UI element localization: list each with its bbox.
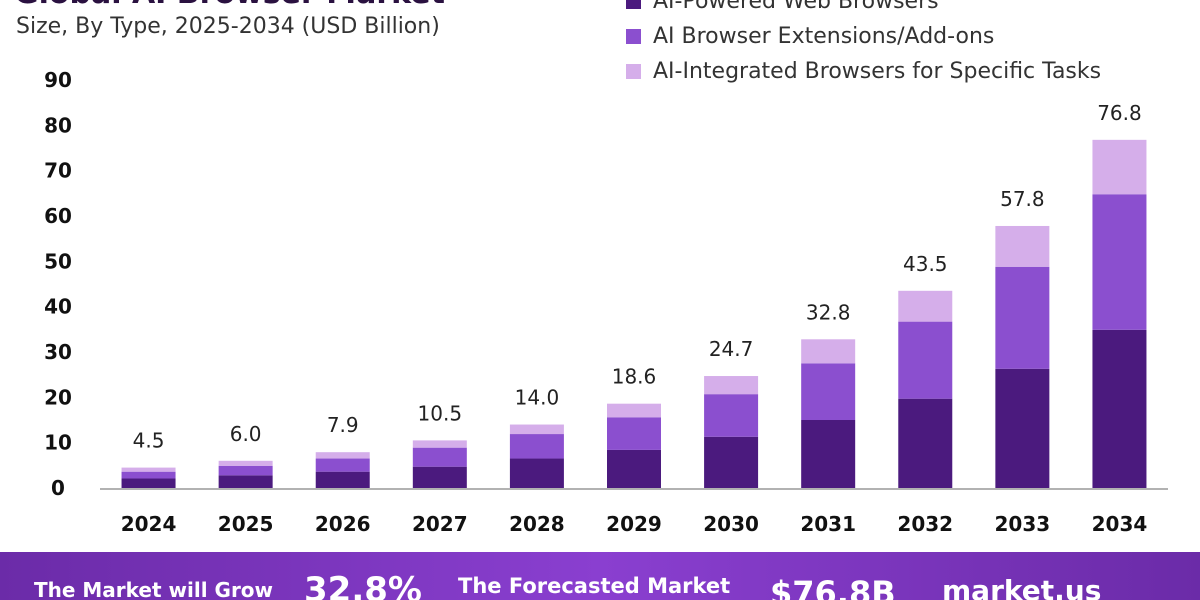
- bar-segment-2024-s2: [121, 467, 176, 472]
- bar-segment-2030-s2: [704, 376, 759, 395]
- footer-banner: The Market will Grow 32.8% The Forecaste…: [0, 552, 1200, 600]
- y-tick-label: 50: [44, 249, 72, 273]
- data-label-2032: 43.5: [903, 252, 948, 276]
- bar-segment-2032-s1: [898, 321, 953, 399]
- legend-swatch-extensions: [626, 29, 641, 44]
- y-tick-label: 60: [44, 204, 72, 228]
- bar-segment-2034-s2: [1092, 139, 1147, 195]
- data-label-2024: 4.5: [133, 429, 165, 453]
- x-tick-label-2026: 2026: [315, 512, 371, 536]
- bar-segment-2031-s1: [801, 363, 856, 420]
- x-tick-label-2027: 2027: [412, 512, 468, 536]
- bar-segment-2026-s1: [315, 458, 370, 472]
- data-label-2028: 14.0: [515, 386, 560, 410]
- bar-segment-2024-s0: [121, 478, 176, 488]
- footer-cagr-value: 32.8%: [304, 570, 422, 600]
- bar-segment-2033-s2: [995, 225, 1050, 267]
- y-tick-label: 70: [44, 159, 72, 183]
- legend-label-web-browsers: AI-Powered Web Browsers: [653, 0, 939, 14]
- x-tick-label-2029: 2029: [606, 512, 662, 536]
- legend-item-web-browsers: AI-Powered Web Browsers: [626, 0, 1101, 19]
- data-label-2033: 57.8: [1000, 187, 1045, 211]
- x-tick-label-2031: 2031: [800, 512, 856, 536]
- x-tick-label-2025: 2025: [218, 512, 274, 536]
- bar-segment-2028-s1: [509, 434, 564, 459]
- legend-item-extensions: AI Browser Extensions/Add-ons: [626, 19, 1101, 54]
- y-tick-label: 90: [44, 68, 72, 92]
- y-tick-label: 0: [51, 476, 65, 500]
- bar-segment-2025-s0: [218, 475, 273, 488]
- bar-segment-2034-s0: [1092, 329, 1147, 488]
- bar-segment-2031-s2: [801, 339, 856, 364]
- bar-segment-2025-s1: [218, 465, 273, 476]
- footer-cagr-label: The Market will Grow: [34, 578, 274, 600]
- stacked-bar-chart: 01020304050607080904.520246.020257.92026…: [44, 68, 1168, 536]
- bar-segment-2033-s1: [995, 266, 1050, 369]
- x-tick-label-2034: 2034: [1092, 512, 1148, 536]
- x-tick-label-2033: 2033: [995, 512, 1051, 536]
- bar-segment-2027-s1: [412, 447, 467, 467]
- legend-swatch-specific-tasks: [626, 64, 641, 79]
- y-tick-label: 30: [44, 340, 72, 364]
- bar-segment-2030-s1: [704, 394, 759, 437]
- bar-segment-2029-s1: [607, 417, 661, 450]
- chart-title: Global AI Browser Market: [14, 0, 445, 11]
- x-tick-label-2028: 2028: [509, 512, 565, 536]
- bar-segment-2027-s0: [412, 466, 467, 488]
- bar-segment-2032-s2: [898, 290, 953, 322]
- data-label-2025: 6.0: [230, 422, 262, 446]
- data-label-2027: 10.5: [418, 401, 463, 425]
- footer-brand-logo: market.us: [942, 574, 1102, 600]
- y-tick-label: 40: [44, 295, 72, 319]
- footer-forecast-label: The Forecasted Market: [458, 574, 731, 598]
- bar-segment-2028-s0: [509, 458, 564, 488]
- data-label-2029: 18.6: [612, 365, 657, 389]
- bar-segment-2029-s2: [607, 403, 661, 418]
- legend-item-specific-tasks: AI-Integrated Browsers for Specific Task…: [626, 54, 1101, 89]
- bar-segment-2028-s2: [509, 424, 564, 435]
- legend-label-specific-tasks: AI-Integrated Browsers for Specific Task…: [653, 59, 1102, 84]
- y-tick-label: 20: [44, 385, 72, 409]
- y-tick-label: 10: [44, 431, 72, 455]
- x-tick-label-2032: 2032: [897, 512, 953, 536]
- bar-segment-2024-s1: [121, 471, 176, 479]
- x-tick-label-2030: 2030: [703, 512, 759, 536]
- bar-segment-2026-s2: [315, 452, 370, 459]
- y-tick-label: 80: [44, 113, 72, 137]
- data-label-2031: 32.8: [806, 300, 851, 324]
- data-label-2030: 24.7: [709, 337, 754, 361]
- bar-segment-2032-s0: [898, 398, 953, 488]
- x-tick-label-2024: 2024: [121, 512, 177, 536]
- legend-label-extensions: AI Browser Extensions/Add-ons: [653, 24, 995, 49]
- data-label-2026: 7.9: [327, 413, 359, 437]
- bar-segment-2027-s2: [412, 440, 467, 448]
- legend-swatch-web-browsers: [626, 0, 641, 9]
- bar-segment-2025-s2: [218, 460, 273, 466]
- bar-segment-2031-s0: [801, 420, 856, 488]
- data-label-2034: 76.8: [1097, 101, 1142, 125]
- bar-segment-2026-s0: [315, 471, 370, 488]
- bar-segment-2029-s0: [607, 449, 661, 488]
- footer-forecast-value: $76.8B: [770, 574, 896, 600]
- bar-segment-2034-s1: [1092, 194, 1147, 330]
- bar-segment-2030-s0: [704, 436, 759, 488]
- bar-segment-2033-s0: [995, 368, 1050, 488]
- legend: AI-Powered Web Browsers AI Browser Exten…: [626, 0, 1101, 89]
- chart-subtitle: Size, By Type, 2025-2034 (USD Billion): [16, 14, 440, 39]
